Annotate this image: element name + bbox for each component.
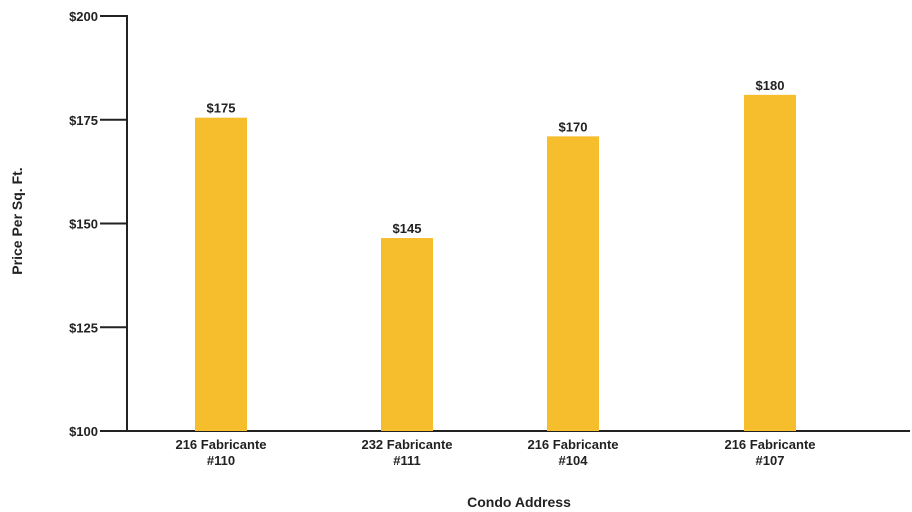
bar-value-label: $175: [207, 101, 236, 116]
bar: [744, 94, 796, 431]
x-tick-label-line: #107: [756, 453, 785, 468]
x-tick-label-line: 216 Fabricante: [724, 437, 815, 452]
bar-value-label: $170: [559, 119, 588, 134]
bar: [547, 136, 599, 431]
x-tick-label: 216 Fabricante #104: [527, 437, 618, 468]
x-tick-label: 232 Fabricante #111: [361, 437, 452, 468]
x-tick-label-line: #110: [207, 453, 235, 468]
bar-value-label: $180: [756, 78, 785, 93]
y-tick-label: $175: [69, 113, 98, 128]
bar-value-labels: $175 $145 $170 $180: [207, 78, 785, 236]
y-tick-label: $125: [69, 320, 98, 335]
bar: [381, 238, 433, 431]
y-tick-label: $100: [69, 424, 98, 439]
bar: [195, 117, 247, 432]
x-tick-label: 216 Fabricante #110: [175, 437, 266, 468]
bars: [195, 94, 796, 432]
x-tick-label-line: 216 Fabricante: [175, 437, 266, 452]
x-tick-label-line: 232 Fabricante: [361, 437, 452, 452]
x-tick-label-line: 216 Fabricante: [527, 437, 618, 452]
y-axis: $100 $125 $150 $175 $200: [69, 9, 128, 439]
y-tick-label: $200: [69, 9, 98, 24]
y-tick-label: $150: [69, 217, 98, 232]
y-axis-title: Price Per Sq. Ft.: [9, 167, 25, 274]
x-axis-title: Condo Address: [467, 494, 571, 510]
x-tick-label: 216 Fabricante #107: [724, 437, 815, 468]
x-tick-label-line: #104: [559, 453, 589, 468]
bar-value-label: $145: [393, 221, 422, 236]
x-tick-label-line: #111: [393, 453, 421, 468]
